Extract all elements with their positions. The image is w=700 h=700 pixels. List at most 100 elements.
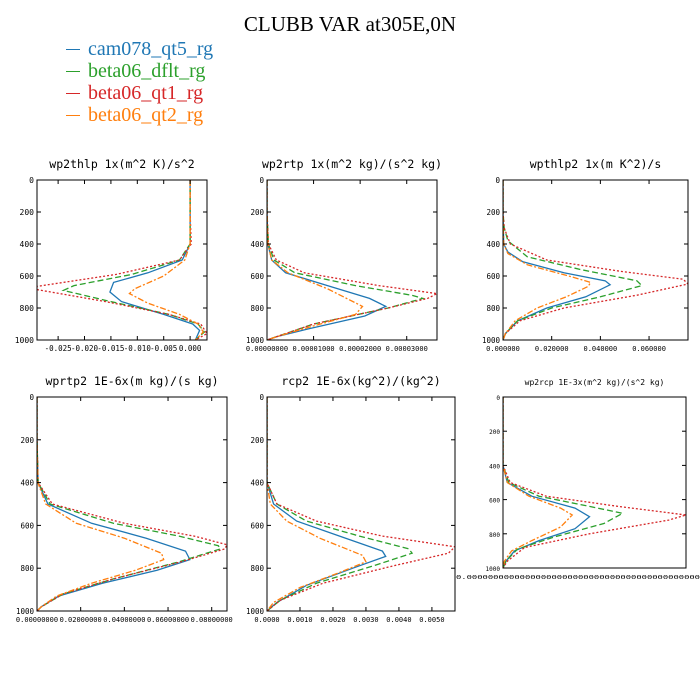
series-line (503, 397, 591, 568)
legend-swatch (66, 93, 80, 94)
y-tick-label: 200 (486, 208, 500, 217)
x-tick-label: 0.0040 (386, 616, 411, 624)
y-tick-label: 1000 (246, 336, 265, 345)
series-line (128, 180, 205, 340)
x-tick-label: 0.02000000 (60, 616, 102, 624)
plot-frame (502, 396, 687, 569)
chart-title: wp2rcp 1E-3x(m^2 kg)/(s^2 kg) (525, 378, 665, 387)
chart-panel: rcp2 1E-6x(kg^2)/(kg^2) 0 200 400 600 800 1000… (246, 374, 456, 624)
y-tick-label: 200 (250, 208, 264, 217)
x-tick-label: 0.0030 (353, 616, 378, 624)
legend-swatch (66, 115, 80, 116)
y-tick-label: 400 (20, 479, 34, 488)
chart-title: wpthlp2 1x(m K^2)/s (530, 157, 662, 171)
chart-panel: wp2rtp 1x(m^2 kg)/(s^2 kg) 0 200 400 600 800 1… (246, 157, 442, 353)
y-tick-label: 400 (250, 240, 264, 249)
x-tick-label: 0.0050 (419, 616, 444, 624)
y-tick-label: 800 (250, 304, 264, 313)
x-tick-label: 0.00001000 (292, 345, 334, 353)
series-line (61, 180, 206, 340)
y-tick-label: 800 (20, 304, 35, 313)
y-tick-label: 0 (29, 393, 34, 402)
series-line (267, 180, 437, 340)
series-line (503, 397, 625, 568)
plot-frame (36, 396, 228, 612)
y-tick-label: 800 (20, 564, 34, 573)
y-tick-label: 1000 (482, 336, 501, 345)
y-tick-label: 0 (259, 393, 264, 402)
series-line (267, 397, 367, 611)
chart-panel: wp2rcp 1E-3x(m^2 kg)/(s^2 kg) 0 200 400 600 8… (456, 378, 700, 581)
x-tick-label: 0.0020 (320, 616, 345, 624)
x-tick-label: 0.00003000 (386, 345, 428, 353)
y-tick-label: 200 (20, 436, 34, 445)
x-tick-label: 0.000 (179, 344, 202, 353)
legend-label: beta06_qt2_rg (88, 104, 204, 126)
y-tick-label: 1000 (246, 607, 265, 616)
series-line (267, 180, 388, 340)
series-line (503, 397, 686, 568)
series-line (267, 397, 455, 611)
figure-title: CLUBB VAR at305E,0N (243, 12, 457, 36)
series-line (267, 180, 364, 340)
x-tick-label: 0.06000000 (147, 616, 189, 624)
y-tick-label: 1000 (15, 336, 34, 345)
y-tick-label: 600 (250, 521, 264, 530)
x-tick-label: 0.00000000 (246, 345, 288, 353)
y-tick-label: 600 (250, 272, 264, 281)
x-tick-label: -0.005 (150, 344, 177, 353)
legend-swatch (66, 71, 80, 72)
x-tick-label: 0.0010 (287, 616, 312, 624)
y-tick-label: 400 (489, 463, 500, 470)
x-tick-label: 0.0000 (254, 616, 279, 624)
plot-frame (36, 179, 208, 341)
series-line (37, 397, 227, 611)
legend-label: beta06_dflt_rg (88, 60, 206, 82)
y-tick-label: 600 (20, 521, 34, 530)
y-tick-label: 600 (486, 272, 500, 281)
x-tick-label: 0.040000 (584, 345, 618, 353)
chart-title: wp2rtp 1x(m^2 kg)/(s^2 kg) (262, 157, 442, 171)
x-tick-label: -0.025 (45, 344, 72, 353)
plot-frame (266, 396, 456, 612)
y-tick-label: 0 (496, 395, 500, 402)
y-tick-label: 400 (250, 479, 264, 488)
legend-label: cam078_qt5_rg (88, 38, 214, 60)
plot-frame (502, 179, 689, 341)
y-tick-label: 0 (495, 176, 500, 185)
y-tick-label: 0 (259, 176, 264, 185)
y-tick-label: 200 (489, 429, 500, 436)
x-tick-label: 0.04000000 (103, 616, 145, 624)
series-line (37, 397, 222, 611)
x-tick-label: -0.010 (124, 344, 152, 353)
series-line (37, 180, 207, 340)
y-tick-label: 800 (489, 532, 500, 539)
x-tick-label: -0.015 (97, 344, 124, 353)
legend-swatch (66, 49, 80, 50)
chart-title: wprtp2 1E-6x(m kg)/(s kg) (45, 374, 218, 388)
x-tick-label: 0.00000000 (16, 616, 58, 624)
x-tick-label: 0.020000 (535, 345, 569, 353)
series-line (267, 180, 426, 340)
series-line (503, 180, 688, 340)
y-tick-label: 800 (250, 564, 264, 573)
y-tick-label: 200 (250, 436, 264, 445)
x-tick-label: 0.000000 (486, 345, 520, 353)
chart-panel: wp2thlp 1x(m^2 K)/s^2 0 200 400 600 800 1000 -0… (15, 157, 208, 353)
x-tick-label: 0.00002000 (339, 345, 381, 353)
series-line (109, 180, 201, 340)
series-line (503, 180, 644, 340)
plot-frame (266, 179, 438, 341)
x-tick-label: 0.00000000000000000000000000000000000000… (456, 575, 700, 581)
series-line (37, 397, 165, 611)
x-tick-label: 0.060000 (632, 345, 666, 353)
y-tick-label: 200 (20, 208, 35, 217)
y-tick-label: 600 (20, 272, 35, 281)
chart-title: wp2thlp 1x(m^2 K)/s^2 (49, 157, 194, 171)
y-tick-label: 800 (486, 304, 500, 313)
chart-panel: wprtp2 1E-6x(m kg)/(s kg) 0 200 400 600 800 10… (16, 374, 233, 624)
y-tick-label: 400 (20, 240, 35, 249)
series-line (267, 397, 414, 611)
chart-title: rcp2 1E-6x(kg^2)/(kg^2) (281, 374, 440, 388)
